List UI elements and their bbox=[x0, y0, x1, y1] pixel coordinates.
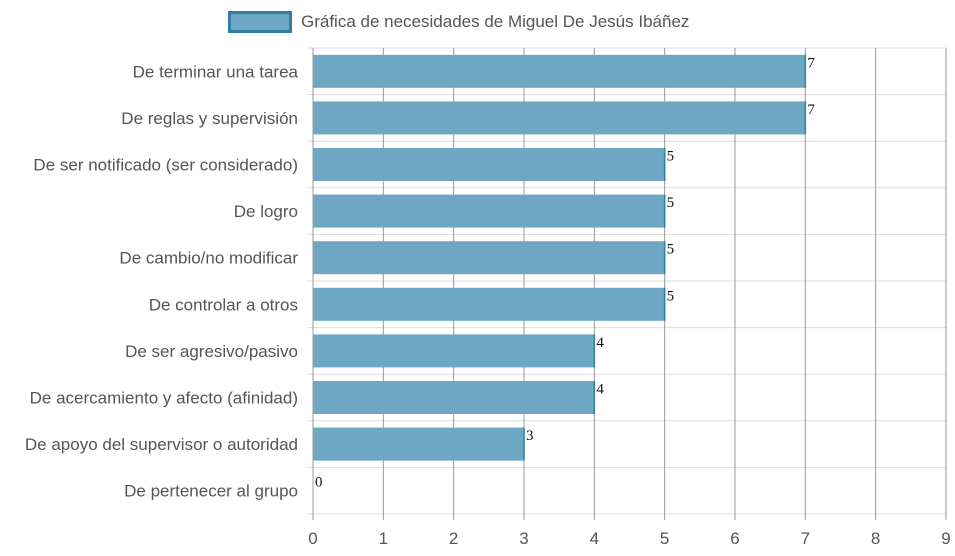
x-tick-label: 1 bbox=[379, 529, 388, 548]
x-tick-label: 9 bbox=[941, 529, 950, 548]
category-label: De ser notificado (ser considerado) bbox=[33, 156, 298, 175]
data-label: 5 bbox=[667, 195, 675, 211]
category-label: De terminar una tarea bbox=[133, 62, 299, 81]
bar bbox=[313, 101, 806, 135]
bar bbox=[313, 427, 524, 461]
data-label: 3 bbox=[526, 428, 534, 444]
bar bbox=[313, 148, 665, 181]
legend-label: Gráfica de necesidades de Miguel De Jesú… bbox=[301, 12, 690, 31]
data-label: 7 bbox=[807, 102, 815, 118]
category-label: De ser agresivo/pasivo bbox=[125, 342, 298, 361]
category-label: De reglas y supervisión bbox=[121, 109, 298, 128]
x-tick-label: 7 bbox=[801, 529, 810, 548]
legend-swatch bbox=[228, 11, 292, 33]
data-label: 4 bbox=[596, 335, 604, 351]
category-label: De pertenecer al grupo bbox=[124, 482, 298, 501]
bar bbox=[313, 194, 665, 228]
data-label: 5 bbox=[667, 149, 675, 165]
data-label: 4 bbox=[596, 382, 604, 398]
x-tick-label: 5 bbox=[660, 529, 669, 548]
legend: Gráfica de necesidades de Miguel De Jesú… bbox=[228, 11, 689, 33]
bar bbox=[313, 54, 806, 88]
x-tick-label: 2 bbox=[449, 529, 458, 548]
bar bbox=[313, 381, 595, 414]
bar bbox=[313, 287, 665, 321]
category-label: De apoyo del supervisor o autoridad bbox=[25, 435, 298, 454]
category-label: De cambio/no modificar bbox=[119, 249, 298, 268]
x-tick-label: 4 bbox=[590, 529, 599, 548]
category-label: De acercamiento y afecto (afinidad) bbox=[30, 389, 298, 408]
category-label: De controlar a otros bbox=[149, 295, 298, 314]
data-label: 0 bbox=[315, 475, 323, 491]
x-tick-label: 0 bbox=[308, 529, 317, 548]
data-label: 7 bbox=[807, 55, 815, 71]
x-tick-label: 8 bbox=[871, 529, 880, 548]
category-label: De logro bbox=[234, 202, 298, 221]
x-tick-label: 6 bbox=[730, 529, 739, 548]
bar bbox=[313, 334, 595, 368]
x-tick-label: 3 bbox=[519, 529, 528, 548]
bar bbox=[313, 241, 665, 275]
data-label: 5 bbox=[667, 242, 675, 258]
data-label: 5 bbox=[667, 288, 675, 304]
